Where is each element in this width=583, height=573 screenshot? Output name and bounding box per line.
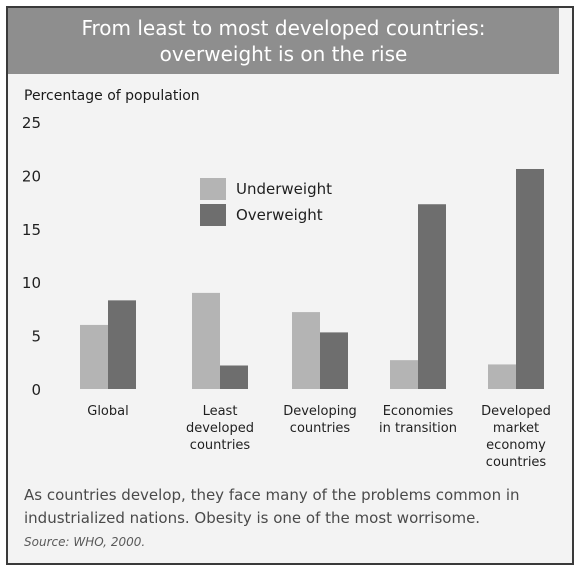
category-label: economy [486, 438, 546, 453]
bar-overweight-0 [108, 300, 136, 389]
chart-title-line-2: overweight is on the rise [159, 42, 408, 66]
bar-chart: 0 5 10 15 20 25 Global Least developed countries D… [22, 114, 551, 470]
y-tick-label: 20 [22, 167, 41, 185]
chart-title: From least to most developed countries: … [8, 8, 559, 74]
y-tick-label: 15 [22, 221, 41, 239]
legend-swatch-underweight [200, 178, 226, 200]
category-label: countries [190, 438, 251, 453]
legend-label-underweight: Underweight [236, 180, 332, 198]
source-note: Source: WHO, 2000. [24, 535, 146, 549]
bar-overweight-3 [418, 204, 446, 389]
bar-overweight-4 [516, 168, 544, 389]
category-label: Developing [283, 404, 357, 419]
caption: As countries develop, they face many of … [24, 486, 520, 527]
category-label: developed [186, 421, 254, 436]
legend-label-overweight: Overweight [236, 206, 323, 224]
y-axis-label: Percentage of population [24, 88, 200, 104]
bar-overweight-1 [220, 365, 248, 389]
category-label: in transition [379, 421, 457, 436]
y-tick-label: 5 [31, 328, 41, 346]
bar-underweight-2 [292, 312, 320, 389]
y-tick-label: 25 [22, 114, 41, 132]
y-tick-label: 0 [31, 381, 41, 399]
category-label: countries [486, 455, 547, 470]
bar-underweight-0 [80, 324, 108, 389]
chart-title-line-1: From least to most developed countries: [81, 16, 486, 40]
bar-overweight-2 [320, 332, 348, 389]
category-label: Least [203, 404, 238, 419]
category-label: market [493, 421, 539, 436]
category-label: Developed [481, 404, 551, 419]
bar-underweight-4 [488, 364, 516, 389]
legend-swatch-overweight [200, 204, 226, 226]
category-label: Economies [383, 404, 454, 419]
y-tick-label: 10 [22, 274, 41, 292]
category-label: countries [290, 421, 351, 436]
figure-frame [6, 6, 574, 565]
category-label: Global [87, 404, 128, 419]
bar-underweight-3 [390, 360, 418, 389]
bar-underweight-1 [192, 292, 220, 389]
